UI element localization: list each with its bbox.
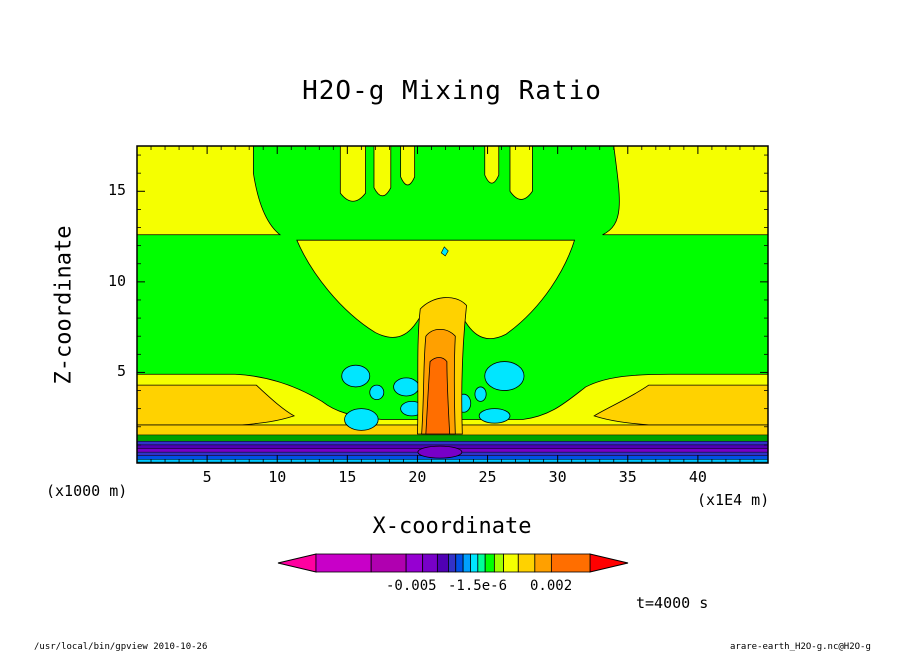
region-lower-orange-right (593, 384, 768, 426)
region-cyan-blob (341, 364, 371, 388)
colorbar-segment (436, 553, 449, 573)
footer-right: arare-earth_H2O-g.nc@H2O-g (730, 642, 871, 652)
region-upper-finger (509, 146, 533, 200)
boundary-layer-stripe (137, 434, 768, 443)
colorbar-segment (370, 553, 407, 573)
plot-frame (136, 145, 769, 464)
region-upper-finger (339, 146, 366, 202)
y-axis-label: Z-coordinate (51, 225, 77, 385)
colorbar-segment (484, 553, 495, 573)
chart-title: H2O-g Mixing Ratio (302, 76, 602, 106)
region-cyan-blob (474, 386, 487, 402)
colorbar-segment (493, 553, 504, 573)
colorbar-segment (517, 553, 536, 573)
region-upper-finger (373, 146, 392, 197)
region-upper-right (602, 146, 768, 236)
region-cyan-blob (484, 361, 525, 391)
x-tick-label: 5 (202, 468, 212, 486)
colorbar-segment (550, 553, 591, 573)
region-upper-finger (484, 146, 500, 184)
x-tick-label: 40 (688, 468, 707, 486)
colorbar-segment (534, 553, 552, 573)
contour-field (137, 146, 768, 463)
time-label: t=4000 s (636, 594, 709, 612)
axis-ticks (137, 146, 768, 463)
colorbar-segment (455, 553, 464, 573)
y-tick-label: 10 (107, 271, 126, 290)
x-tick-label: 35 (618, 468, 637, 486)
footer-left: /usr/local/bin/gpview 2010-10-26 (34, 642, 208, 652)
colorbar-arrow-left (277, 553, 317, 573)
region-cyan-blob (478, 408, 511, 424)
colorbar (277, 553, 629, 573)
colorbar-segment (477, 553, 486, 573)
colorbar-segment (448, 553, 457, 573)
region-upper-left (137, 146, 282, 236)
colorbar-segment (422, 553, 438, 573)
x-tick-label: 25 (478, 468, 497, 486)
colorbar-segment (470, 553, 479, 573)
x-unit-label-secondary: (x1E4 m) (697, 491, 770, 509)
colorbar-segment (462, 553, 471, 573)
x-tick-label: 30 (548, 468, 567, 486)
region-lower-orange-left (137, 384, 296, 426)
region-upper-finger (400, 146, 416, 186)
colorbar-segment (503, 553, 519, 573)
y-tick-label: 15 (107, 181, 126, 200)
colorbar-tick-label: -1.5e-6 (448, 578, 508, 594)
x-axis-label: X-coordinate (372, 514, 532, 539)
y-tick-label: 5 (116, 362, 126, 381)
boundary-layer-core (417, 445, 463, 459)
region-anvil-cyan (440, 246, 449, 257)
colorbar-arrow-right (589, 553, 629, 573)
colorbar-segment (315, 553, 372, 573)
region-cyan-blob (369, 384, 385, 400)
x-unit-label: (x1000 m) (46, 482, 128, 500)
x-tick-label: 20 (408, 468, 427, 486)
region-cyan-blob (344, 408, 379, 431)
column-core (425, 357, 451, 435)
x-tick-label: 10 (268, 468, 287, 486)
colorbar-segment (405, 553, 424, 573)
x-tick-label: 15 (338, 468, 357, 486)
colorbar-tick-label: 0.002 (530, 578, 573, 594)
colorbar-tick-label: -0.005 (386, 578, 437, 594)
region-cyan-blob (393, 377, 420, 397)
region-lower-yellow (137, 373, 768, 437)
